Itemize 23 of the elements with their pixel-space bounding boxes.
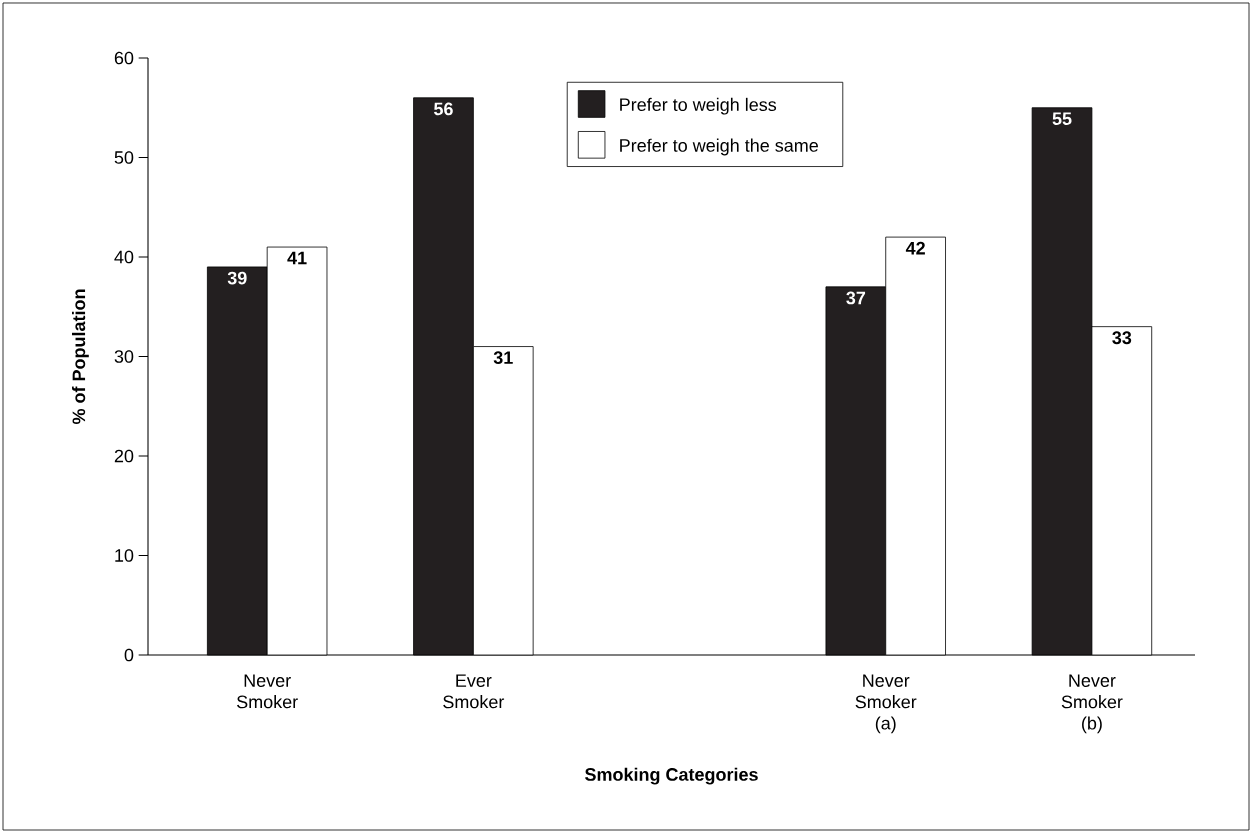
data-label: 55 bbox=[1052, 112, 1072, 126]
y-tick-label: 10 bbox=[115, 549, 134, 562]
y-tick-label: 40 bbox=[114, 250, 134, 264]
x-axis-title: Smoking Categories bbox=[585, 767, 758, 785]
legend-label: Prefer to weigh the same bbox=[620, 138, 818, 156]
data-label: 37 bbox=[846, 291, 866, 305]
data-label: 31 bbox=[493, 351, 513, 365]
y-tick-label: 60 bbox=[114, 51, 134, 65]
y-tick-label: 20 bbox=[114, 449, 134, 463]
y-tick-label: 50 bbox=[114, 151, 134, 164]
legend-label: Prefer to weigh less bbox=[620, 97, 777, 115]
data-label: 39 bbox=[227, 271, 247, 285]
data-label: 56 bbox=[434, 102, 453, 116]
x-tick-label: Ever Smoker bbox=[443, 674, 505, 709]
y-tick-label: 0 bbox=[124, 648, 134, 662]
y-tick-label: 30 bbox=[114, 350, 134, 363]
data-label: 42 bbox=[905, 241, 925, 255]
data-label: 41 bbox=[287, 251, 307, 265]
data-label: 33 bbox=[1112, 331, 1132, 345]
y-axis-title: % of Population bbox=[72, 289, 89, 425]
x-tick-label: Never Smoker (a) bbox=[855, 674, 917, 734]
x-tick-label: Never Smoker bbox=[236, 674, 298, 709]
x-tick-label: Never Smoker (b) bbox=[1061, 674, 1123, 734]
